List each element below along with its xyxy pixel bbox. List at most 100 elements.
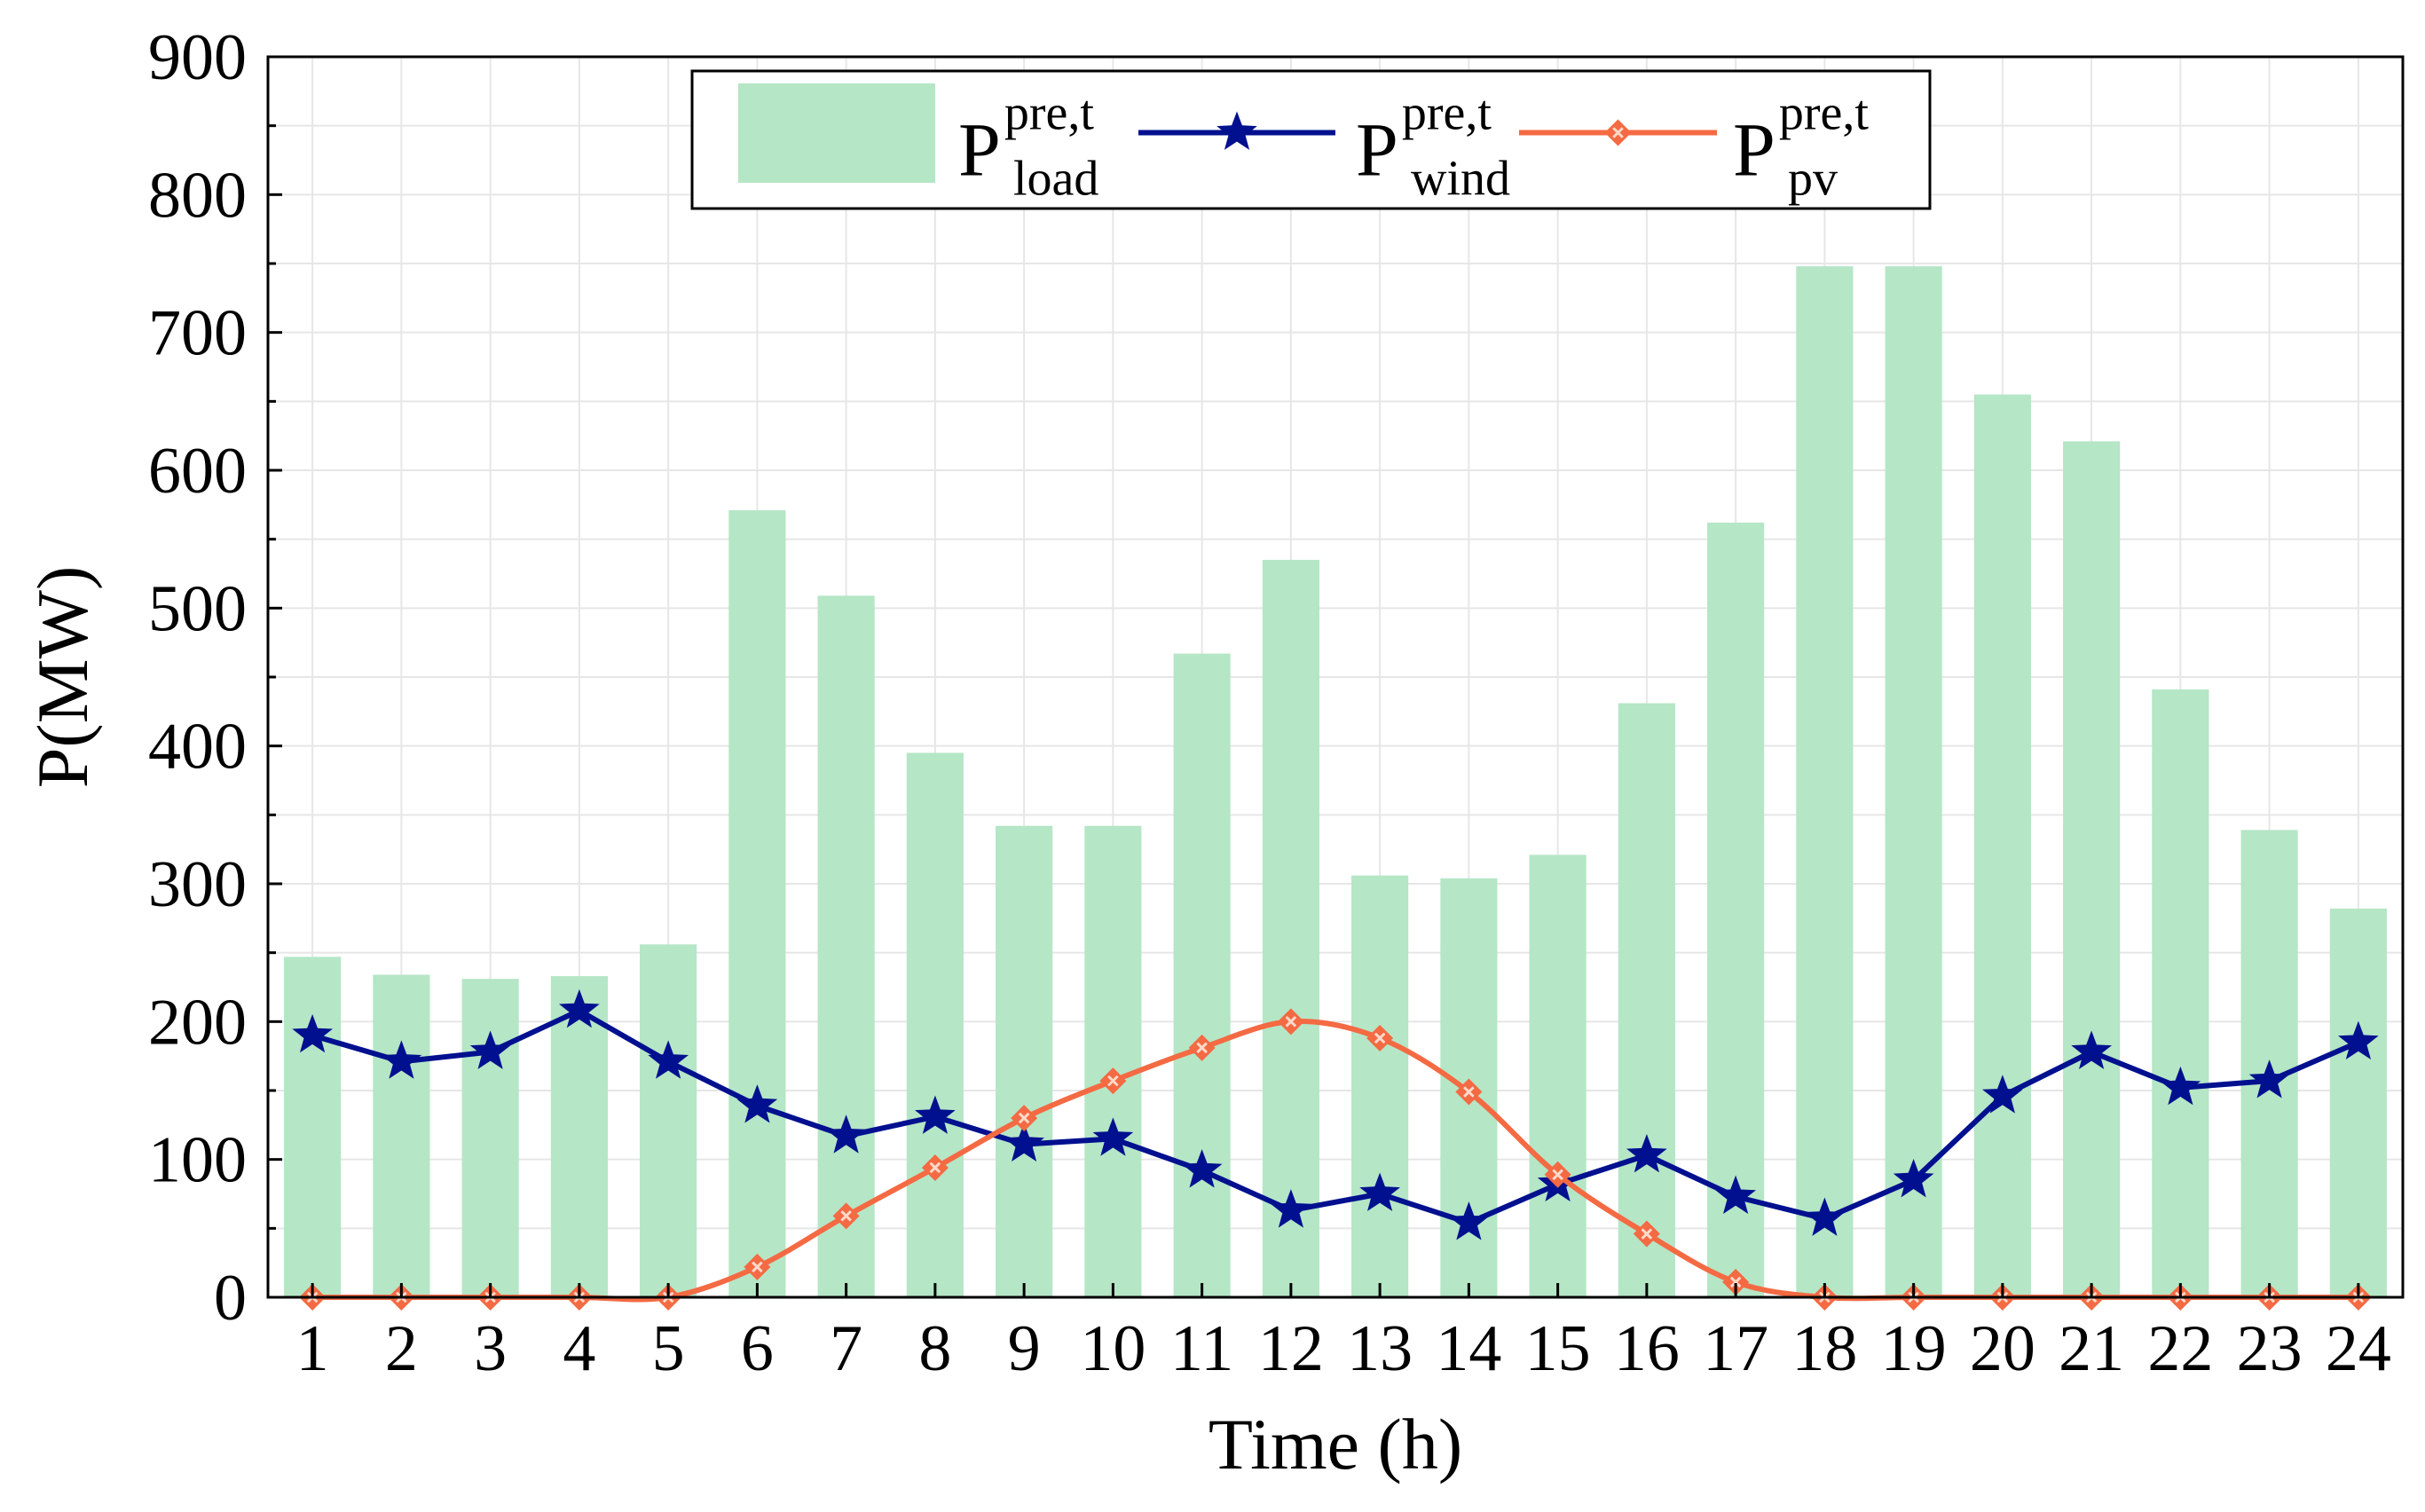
bar-load — [817, 595, 875, 1297]
y-tick-label: 300 — [148, 848, 247, 921]
bar-load — [2063, 441, 2121, 1297]
line-wind — [311, 1007, 2360, 1226]
x-tick-label: 5 — [652, 1312, 685, 1385]
point-pv-cross — [752, 1261, 763, 1273]
point-wind — [1715, 1175, 1756, 1214]
x-tick-label: 20 — [1970, 1312, 2035, 1385]
x-tick-label: 23 — [2237, 1312, 2303, 1385]
point-wind — [825, 1114, 867, 1154]
bar-load — [2329, 908, 2387, 1297]
point-wind — [1448, 1201, 1490, 1240]
load-bars — [284, 266, 2387, 1298]
y-axis: 0 100 200 300 400 500 600 700 800 900 — [148, 21, 282, 1335]
point-wind — [2071, 1030, 2112, 1069]
y-tick-label: 500 — [148, 572, 247, 645]
point-wind — [1804, 1197, 1846, 1236]
point-wind — [1004, 1122, 1044, 1162]
point-wind — [469, 1030, 511, 1069]
point-wind — [2248, 1059, 2290, 1099]
bar-load — [640, 944, 697, 1297]
legend-label-sup: pre,t — [1779, 86, 1870, 141]
point-wind — [648, 1040, 689, 1079]
bar-load — [461, 979, 519, 1297]
x-tick-label: 12 — [1258, 1312, 1324, 1385]
point-pv-cross — [840, 1210, 852, 1222]
point-wind — [2160, 1066, 2201, 1106]
point-wind — [559, 988, 600, 1028]
legend-label-pv: Ppre,t — [1733, 86, 1869, 193]
point-wind — [736, 1084, 778, 1123]
legend-label-sup: pre,t — [1004, 86, 1095, 141]
x-tick-label: 18 — [1791, 1312, 1857, 1385]
bar-load — [996, 825, 1053, 1297]
bar-load — [1618, 703, 1675, 1297]
bar-load — [1885, 266, 1942, 1297]
legend-swatch-load — [738, 83, 935, 183]
legend-label-sub: wind — [1411, 152, 1510, 207]
bar-load — [1084, 825, 1142, 1297]
legend-marker-wind — [1216, 111, 1257, 150]
point-pv — [1011, 1105, 1038, 1132]
point-wind — [381, 1040, 422, 1079]
x-tick-label: 11 — [1170, 1312, 1233, 1385]
legend-label-load: Ppre,t — [958, 86, 1094, 193]
legend-label-sub: pv — [1788, 152, 1838, 207]
bar-load — [373, 974, 430, 1297]
bar-load — [1707, 523, 1765, 1297]
bar-load — [1262, 559, 1319, 1297]
y-axis-title: P(MW) — [22, 566, 103, 789]
legend-marker-pv-cross — [1612, 127, 1624, 138]
legend-marker-pv — [1604, 119, 1632, 146]
point-pv — [1188, 1034, 1216, 1061]
line-pv — [312, 1019, 2358, 1303]
point-pv-cross — [1285, 1016, 1297, 1028]
x-tick-label: 8 — [918, 1312, 951, 1385]
point-pv-cross — [1552, 1169, 1563, 1181]
point-wind — [915, 1095, 956, 1134]
point-pv — [1544, 1161, 1571, 1188]
x-tick-label: 1 — [296, 1312, 329, 1385]
x-tick-label: 10 — [1080, 1312, 1146, 1385]
bar-load — [1529, 854, 1586, 1297]
x-tick-label: 3 — [474, 1312, 507, 1385]
bar-load — [1796, 266, 1854, 1297]
point-wind — [1982, 1075, 2023, 1114]
x-tick-label: 21 — [2059, 1312, 2124, 1385]
bar-load — [1351, 875, 1409, 1297]
point-pv — [1099, 1067, 1127, 1095]
point-pv — [921, 1154, 949, 1181]
point-wind — [1092, 1117, 1134, 1156]
point-wind — [1893, 1159, 1934, 1198]
legend-label-sub: load — [1013, 152, 1098, 207]
point-pv-cross — [1641, 1228, 1653, 1240]
x-tick-label: 14 — [1436, 1312, 1501, 1385]
y-tick-label: 0 — [214, 1262, 247, 1335]
x-tick-label: 17 — [1703, 1312, 1768, 1385]
legend-label-wind: Ppre,t — [1356, 86, 1492, 193]
point-pv-cross — [929, 1162, 941, 1174]
point-wind — [1271, 1189, 1311, 1228]
point-pv-cross — [1196, 1042, 1208, 1054]
y-tick-label: 100 — [148, 1124, 247, 1197]
x-tick-label: 7 — [830, 1312, 862, 1385]
point-pv — [744, 1253, 771, 1280]
point-wind — [2338, 1020, 2379, 1059]
x-tick-label: 2 — [385, 1312, 418, 1385]
y-tick-label: 200 — [148, 986, 247, 1059]
bar-load — [2152, 689, 2209, 1297]
point-pv — [1366, 1024, 1394, 1051]
y-tick-label: 400 — [148, 711, 247, 784]
y-tick-label: 900 — [148, 21, 247, 94]
x-tick-label: 24 — [2326, 1312, 2391, 1385]
x-tick-label: 9 — [1008, 1312, 1041, 1385]
legend-label-sup: pre,t — [1402, 86, 1492, 141]
x-tick-label: 4 — [563, 1312, 595, 1385]
legend-label-base: P — [958, 107, 1001, 193]
point-wind — [1626, 1134, 1667, 1173]
x-tick-label: 13 — [1347, 1312, 1413, 1385]
point-pv-cross — [1107, 1075, 1119, 1087]
point-wind — [1359, 1172, 1400, 1211]
x-tick-label: 6 — [741, 1312, 774, 1385]
legend-label-base: P — [1733, 107, 1775, 193]
